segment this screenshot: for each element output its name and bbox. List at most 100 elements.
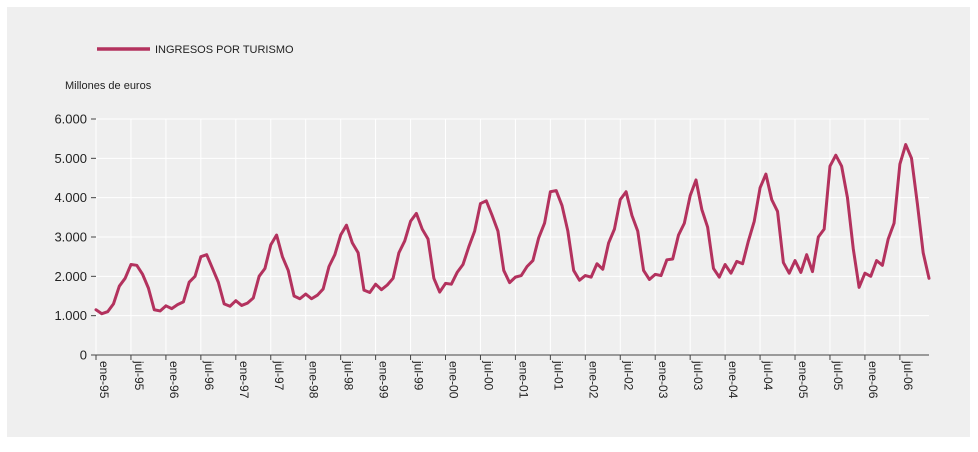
data-point bbox=[508, 281, 511, 284]
data-point bbox=[764, 172, 768, 176]
x-tick-label: jul-01 bbox=[551, 360, 565, 391]
data-point bbox=[193, 275, 197, 278]
data-point bbox=[525, 265, 529, 268]
y-tick-label: 4.000 bbox=[54, 190, 87, 205]
x-tick-label: ene-00 bbox=[447, 361, 461, 399]
data-point bbox=[863, 271, 867, 275]
data-point bbox=[776, 210, 779, 213]
data-point bbox=[129, 263, 133, 266]
gridlines bbox=[95, 118, 929, 355]
y-tick-label: 3.000 bbox=[54, 230, 87, 245]
x-tick-label: ene-05 bbox=[796, 361, 810, 399]
data-point bbox=[135, 264, 138, 267]
data-point bbox=[560, 204, 564, 207]
data-point bbox=[222, 302, 226, 306]
data-point bbox=[94, 308, 98, 311]
data-point bbox=[910, 157, 913, 160]
data-point bbox=[589, 275, 593, 279]
data-point bbox=[729, 271, 733, 275]
data-point bbox=[281, 255, 284, 258]
data-point bbox=[345, 224, 348, 227]
x-tick-label: ene-02 bbox=[586, 361, 600, 399]
data-point bbox=[857, 286, 861, 289]
data-point bbox=[426, 237, 430, 241]
data-point bbox=[141, 273, 144, 276]
x-tick-label: ene-99 bbox=[377, 361, 391, 399]
data-point bbox=[887, 237, 890, 241]
data-point bbox=[753, 220, 756, 223]
y-axis-label: Millones de euros bbox=[65, 80, 152, 92]
data-point bbox=[630, 214, 634, 217]
data-point bbox=[881, 264, 884, 267]
x-tick-label: ene-04 bbox=[726, 361, 740, 399]
data-point bbox=[834, 153, 837, 157]
x-tick-label: ene-96 bbox=[167, 361, 181, 399]
legend: INGRESOS POR TURISMO bbox=[97, 44, 294, 56]
chart-area: INGRESOS POR TURISMO Millones de euros 0… bbox=[54, 44, 931, 399]
x-tick-label: jul-97 bbox=[272, 360, 286, 391]
data-point bbox=[788, 271, 791, 275]
data-point bbox=[694, 178, 698, 182]
data-point bbox=[875, 259, 878, 262]
data-point bbox=[188, 281, 191, 284]
data-point bbox=[182, 300, 185, 304]
data-point bbox=[380, 288, 383, 291]
data-point bbox=[473, 229, 476, 233]
data-point bbox=[723, 263, 727, 266]
data-point bbox=[793, 259, 797, 262]
data-point bbox=[339, 233, 342, 237]
x-tick-label: ene-06 bbox=[866, 361, 880, 399]
data-point bbox=[619, 198, 622, 201]
data-point bbox=[386, 283, 389, 287]
data-point bbox=[409, 220, 412, 223]
x-axis-ticks: ene-95 jul-95 ene-96 jul-96 ene-97 jul-97 ene-… bbox=[95, 355, 915, 399]
data-point bbox=[298, 297, 302, 300]
data-point bbox=[799, 271, 803, 274]
data-point bbox=[490, 214, 494, 217]
data-point bbox=[659, 274, 663, 277]
data-point bbox=[438, 290, 441, 294]
data-point bbox=[397, 251, 401, 254]
data-point bbox=[700, 208, 704, 211]
y-tick-label: 0 bbox=[80, 348, 87, 363]
data-point bbox=[333, 253, 337, 256]
data-point bbox=[199, 255, 203, 258]
x-tick-label: ene-97 bbox=[237, 361, 251, 399]
data-point bbox=[362, 288, 366, 292]
x-tick-label: jul-98 bbox=[342, 360, 356, 391]
x-tick-label: ene-95 bbox=[97, 361, 111, 399]
data-point bbox=[158, 309, 162, 313]
data-point bbox=[246, 301, 249, 305]
data-point bbox=[123, 277, 127, 280]
y-axis-ticks: 0 1.000 2.000 3.000 4.000 5.000 6.000 bbox=[54, 112, 96, 363]
data-point bbox=[415, 212, 418, 215]
x-tick-label: ene-98 bbox=[307, 361, 321, 399]
data-point bbox=[228, 305, 232, 308]
data-point bbox=[432, 277, 436, 280]
data-point bbox=[444, 282, 447, 285]
data-point bbox=[537, 236, 540, 239]
data-point bbox=[578, 279, 581, 282]
data-point bbox=[455, 271, 459, 274]
data-point bbox=[770, 198, 773, 201]
x-tick-label: jul-00 bbox=[481, 360, 495, 391]
x-tick-label: jul-96 bbox=[202, 360, 216, 391]
x-tick-label: jul-99 bbox=[412, 360, 426, 391]
data-point bbox=[566, 229, 570, 233]
data-point bbox=[520, 274, 523, 277]
data-point bbox=[176, 303, 179, 306]
data-point bbox=[217, 281, 220, 284]
data-point bbox=[828, 165, 832, 168]
data-point bbox=[531, 259, 535, 262]
data-point bbox=[916, 202, 919, 205]
data-point bbox=[205, 253, 208, 256]
y-tick-label: 6.000 bbox=[54, 112, 87, 127]
data-point bbox=[211, 267, 214, 270]
data-point bbox=[479, 202, 482, 205]
data-point bbox=[275, 233, 278, 237]
data-point bbox=[100, 312, 104, 315]
data-point bbox=[846, 196, 849, 199]
x-tick-label: jul-05 bbox=[831, 360, 845, 391]
data-point bbox=[904, 143, 907, 146]
data-point bbox=[688, 194, 692, 197]
